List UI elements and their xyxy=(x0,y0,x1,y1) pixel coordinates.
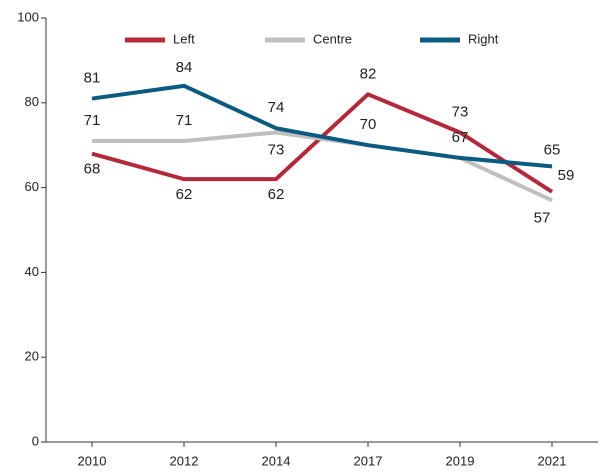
data-label: 73 xyxy=(452,103,469,120)
data-label: 71 xyxy=(84,112,101,129)
legend-label: Right xyxy=(468,31,499,46)
x-tick-label: 2012 xyxy=(170,453,199,468)
y-tick-label: 100 xyxy=(17,9,39,24)
data-label: 74 xyxy=(268,99,285,116)
data-label: 62 xyxy=(268,186,285,203)
data-label: 57 xyxy=(534,209,551,226)
line-series xyxy=(91,92,554,194)
x-tick-label: 2010 xyxy=(78,453,107,468)
data-label: 73 xyxy=(268,141,285,158)
legend-label: Left xyxy=(173,31,195,46)
x-tick-label: 2017 xyxy=(354,453,383,468)
data-label: 68 xyxy=(84,161,101,178)
y-tick-label: 60 xyxy=(25,179,39,194)
y-tick-label: 80 xyxy=(25,94,39,109)
line-series xyxy=(91,83,553,169)
data-label: 67 xyxy=(452,129,469,146)
y-tick-label: 20 xyxy=(25,349,39,364)
x-tick-label: 2019 xyxy=(446,453,475,468)
data-label: 62 xyxy=(176,186,193,203)
data-label: 82 xyxy=(360,65,377,82)
line-series xyxy=(92,130,553,203)
data-label: 65 xyxy=(544,141,561,158)
y-tick-label: 0 xyxy=(32,433,39,448)
data-label: 84 xyxy=(176,59,193,76)
x-tick-label: 2014 xyxy=(262,453,291,468)
y-tick-label: 40 xyxy=(25,264,39,279)
data-label: 70 xyxy=(360,116,377,133)
data-label: 81 xyxy=(84,70,101,87)
legend-label: Centre xyxy=(313,31,352,46)
x-tick-label: 2021 xyxy=(538,453,567,468)
data-label: 71 xyxy=(176,112,193,129)
data-label: 59 xyxy=(558,167,575,184)
